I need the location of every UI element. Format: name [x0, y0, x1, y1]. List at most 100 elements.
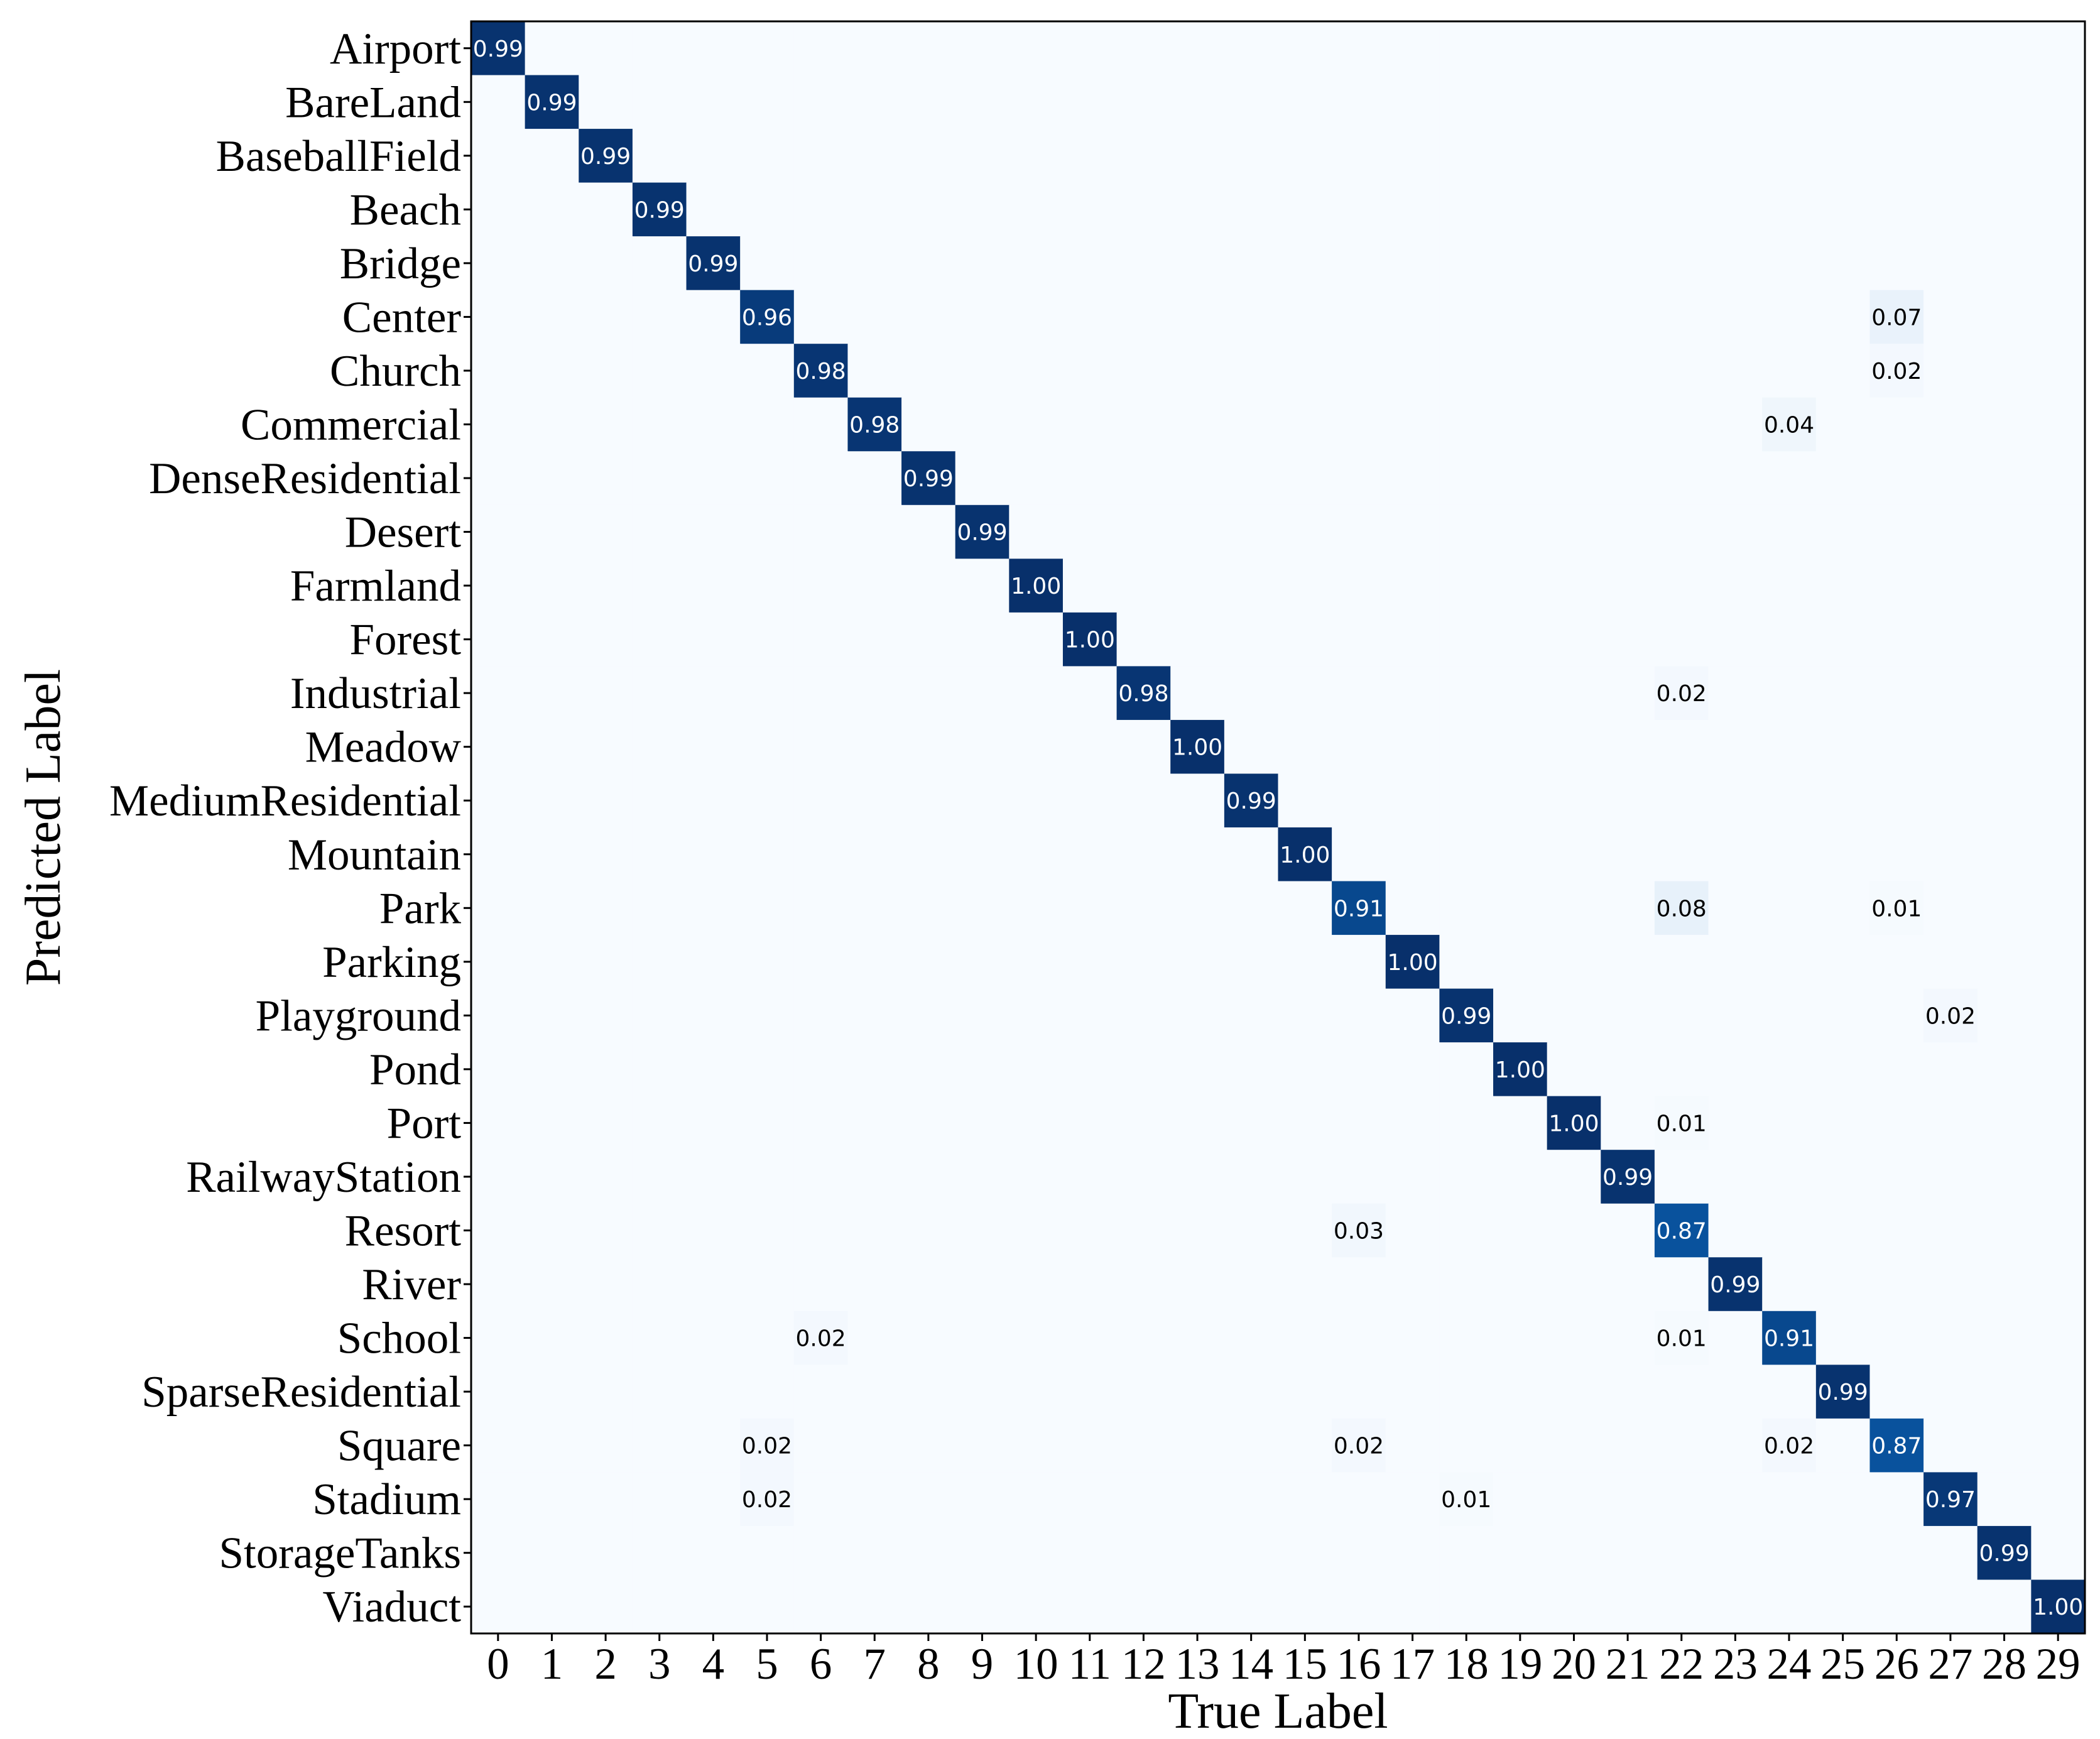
heatmap-cell [1708, 1472, 1763, 1527]
heatmap-cell [1224, 1203, 1279, 1258]
heatmap-cell [793, 451, 849, 506]
heatmap-cell [847, 290, 902, 344]
heatmap-cell [1977, 75, 2032, 129]
heatmap-cell [686, 1472, 741, 1527]
heatmap-cell [525, 773, 579, 828]
heatmap-cell [740, 773, 795, 828]
heatmap-cell [740, 451, 795, 506]
heatmap-cell [1278, 1203, 1332, 1258]
heatmap-cell [1601, 612, 1655, 667]
heatmap-cell [1170, 773, 1225, 828]
heatmap-cell [525, 827, 579, 882]
heatmap-cell [1170, 290, 1225, 344]
cell-value-label: 0.01 [1657, 1111, 1707, 1137]
heatmap-cell [1762, 881, 1817, 935]
heatmap-cell [1278, 21, 1332, 76]
heatmap-cell [1762, 666, 1817, 721]
cell-value-label: 0.01 [1657, 1326, 1707, 1352]
y-tick-label: School [337, 1314, 461, 1363]
heatmap-cell [793, 935, 849, 989]
heatmap-cell [525, 129, 579, 183]
heatmap-cell [1762, 773, 1817, 828]
cell-value-label: 0.99 [1710, 1272, 1760, 1298]
heatmap-cell [471, 935, 526, 989]
heatmap-cell [1332, 1472, 1386, 1527]
heatmap-cell [740, 75, 795, 129]
heatmap-cell [525, 1203, 579, 1258]
heatmap-cell [2031, 1096, 2086, 1150]
heatmap-cell [1547, 1579, 1601, 1634]
y-tick-label: Viaduct [323, 1583, 462, 1632]
heatmap-cell [1708, 451, 1763, 506]
heatmap-cell [1385, 290, 1440, 344]
heatmap-cell [1385, 827, 1440, 882]
heatmap-cell [1062, 236, 1118, 291]
heatmap-cell [1815, 988, 1871, 1043]
heatmap-cell [1332, 935, 1386, 989]
heatmap-cell [1815, 719, 1871, 775]
heatmap-cell [525, 1150, 579, 1204]
heatmap-cell [793, 236, 849, 291]
heatmap-cell [1601, 182, 1655, 237]
heatmap-cell [1062, 612, 1118, 667]
heatmap-cell [1062, 1472, 1118, 1527]
heatmap-cell [579, 236, 633, 291]
heatmap-cell [1601, 827, 1655, 882]
heatmap-cell [525, 612, 579, 667]
heatmap-cell [471, 559, 526, 613]
heatmap-cell [901, 1472, 956, 1527]
heatmap-cell [686, 129, 741, 183]
heatmap-cell [1332, 1203, 1386, 1258]
heatmap-cell [901, 397, 956, 452]
heatmap-cell [525, 344, 579, 398]
heatmap-cell [1762, 344, 1817, 398]
heatmap-cell [1601, 1042, 1655, 1097]
heatmap-cell [1062, 451, 1118, 506]
heatmap-cell [1601, 1365, 1655, 1419]
heatmap-cell [1009, 1365, 1064, 1419]
heatmap-cell [1869, 129, 1924, 183]
heatmap-cell [1224, 236, 1279, 291]
heatmap-cell [686, 881, 741, 935]
heatmap-cell [1654, 827, 1709, 882]
heatmap-cell [1439, 612, 1494, 667]
heatmap-cell [579, 559, 633, 613]
heatmap-cell [1869, 827, 1924, 882]
heatmap-cell [1869, 451, 1924, 506]
heatmap-cell [1654, 773, 1709, 828]
x-tick-label: 5 [756, 1640, 778, 1689]
heatmap-cell [1654, 1257, 1709, 1312]
heatmap-cell [1332, 504, 1386, 559]
heatmap-cell [525, 881, 579, 935]
heatmap-cell [793, 1365, 849, 1419]
heatmap-cell [525, 182, 579, 237]
heatmap-cell [686, 1418, 741, 1473]
heatmap-cell [1224, 612, 1279, 667]
heatmap-cell [1601, 1150, 1655, 1204]
heatmap-cell [1009, 451, 1064, 506]
heatmap-cell [1708, 1525, 1763, 1581]
heatmap-cell [1170, 1096, 1225, 1150]
y-tick-label: Park [379, 884, 462, 933]
heatmap-cell [901, 1150, 956, 1204]
heatmap-cell [471, 827, 526, 882]
heatmap-cell [1278, 451, 1332, 506]
heatmap-cell [686, 75, 741, 129]
heatmap-cell [1385, 1042, 1440, 1097]
heatmap-cell [1224, 290, 1279, 344]
heatmap-cell [1923, 397, 1978, 452]
heatmap-cell [901, 1042, 956, 1097]
heatmap-cell [1923, 1203, 1978, 1258]
x-tick-label: 26 [1874, 1640, 1919, 1689]
heatmap-cell [1385, 719, 1440, 775]
heatmap-cell [1547, 1311, 1601, 1365]
heatmap-cell [686, 21, 741, 76]
heatmap-cell [793, 504, 849, 559]
heatmap-cell [471, 451, 526, 506]
heatmap-cell [847, 559, 902, 613]
heatmap-cell [1009, 1150, 1064, 1204]
heatmap-cell [1708, 129, 1763, 183]
cell-value-label: 0.87 [1657, 1219, 1707, 1245]
heatmap-cell [1977, 1096, 2032, 1150]
heatmap-cell [1493, 1257, 1548, 1312]
